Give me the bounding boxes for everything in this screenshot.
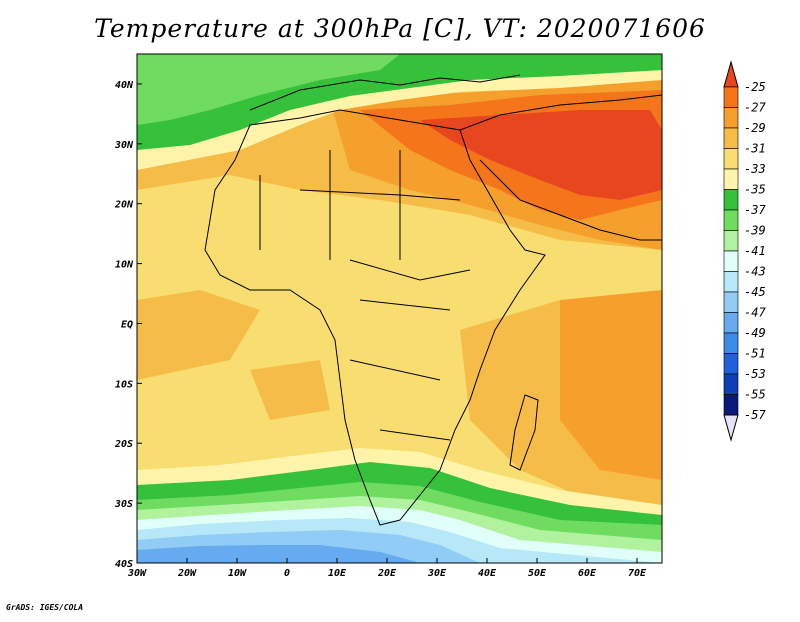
coastlines xyxy=(204,74,662,526)
colorbar-segment xyxy=(723,168,739,190)
x-tick-label: 60E xyxy=(578,568,597,579)
colorbar-segment xyxy=(723,291,739,313)
country-borders xyxy=(259,150,471,441)
colorbar-segment xyxy=(723,312,739,334)
colorbar-segment xyxy=(723,230,739,252)
colorbar-label: -49 xyxy=(744,326,766,340)
x-tick-label: 20W xyxy=(177,568,197,579)
y-tick-label: 30S xyxy=(114,499,133,510)
colorbar-label: -37 xyxy=(744,203,766,217)
colorbar-label: -47 xyxy=(744,306,766,320)
chart-title: Temperature at 300hPa [C], VT: 202007160… xyxy=(94,14,706,43)
x-tick-label: 20E xyxy=(377,568,397,579)
x-tick-label: 10E xyxy=(328,568,347,579)
colorbar-segment xyxy=(723,373,739,395)
y-tick-label: 10N xyxy=(115,260,134,271)
field-band-49-south xyxy=(137,545,420,563)
arabia-coast xyxy=(479,159,662,241)
europe-coast xyxy=(249,74,521,111)
asia-coast xyxy=(459,94,662,131)
colorbar-segment xyxy=(723,127,739,149)
colorbar-top-triangle xyxy=(723,60,739,88)
colorbar-segment xyxy=(723,209,739,231)
field-band-29-east xyxy=(560,290,662,480)
colorbar-label: -43 xyxy=(744,265,766,279)
colorbar-segment xyxy=(723,189,739,211)
colorbar-segment xyxy=(723,332,739,354)
y-tick-label: 40S xyxy=(115,559,133,570)
x-tick-label: 30E xyxy=(427,568,447,579)
colorbar-label: -51 xyxy=(744,347,766,361)
colorbar-segment xyxy=(723,148,739,170)
colorbar: -25 -27 -29 -31 -33 -35 -37 -39 -41 -43 -45 -47 -49 -… xyxy=(723,60,766,442)
colorbar-segment xyxy=(723,353,739,375)
x-tick-label: 40E xyxy=(478,568,497,579)
field-band-25 xyxy=(420,110,662,200)
y-tick-label: 20N xyxy=(114,200,134,211)
colorbar-label: -39 xyxy=(744,224,766,238)
x-tick-label: 10W xyxy=(228,568,247,579)
colorbar-bottom-triangle xyxy=(723,414,739,442)
colorbar-label: -55 xyxy=(744,388,766,402)
colorbar-label: -45 xyxy=(744,285,766,299)
y-axis: 40S 30S 20S 10S EQ 10N 20N 30N 40N xyxy=(114,80,142,570)
colorbar-label: -25 xyxy=(744,80,766,94)
colorbar-label: -35 xyxy=(744,183,766,197)
y-tick-label: 30N xyxy=(114,140,134,151)
colorbar-label: -33 xyxy=(744,162,766,176)
field-band-39-north xyxy=(137,54,400,125)
colorbar-label: -41 xyxy=(744,244,766,258)
colorbar-label: -57 xyxy=(744,408,766,422)
y-tick-label: 40N xyxy=(115,80,134,91)
colorbar-label: -27 xyxy=(744,101,766,115)
africa-outline xyxy=(204,109,546,526)
footer-credit: GrADS: IGES/COLA xyxy=(6,603,84,612)
x-tick-label: 30W xyxy=(127,568,147,579)
y-tick-label: 20S xyxy=(114,439,133,450)
x-tick-label: 0 xyxy=(284,568,290,579)
colorbar-label: -29 xyxy=(744,121,766,135)
field-band-31-west xyxy=(137,290,260,380)
madagascar-outline xyxy=(509,394,539,471)
colorbar-segment xyxy=(723,107,739,129)
colorbar-segment xyxy=(723,86,739,108)
map-frame xyxy=(136,53,663,564)
colorbar-segment xyxy=(723,394,739,416)
x-tick-label: 70E xyxy=(628,568,647,579)
temperature-field xyxy=(137,54,662,563)
colorbar-label: -53 xyxy=(744,367,766,381)
x-axis: 30W 20W 10W 0 10E 20E 30E 40E 50E 60E 70E xyxy=(127,558,647,579)
y-tick-label: 10S xyxy=(115,379,133,390)
colorbar-segment xyxy=(723,250,739,272)
x-tick-label: 50E xyxy=(528,568,547,579)
colorbar-segment xyxy=(723,271,739,293)
field-patch-west xyxy=(250,360,330,420)
y-tick-label: EQ xyxy=(121,319,133,330)
colorbar-label: -31 xyxy=(744,142,766,156)
